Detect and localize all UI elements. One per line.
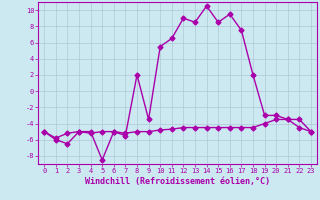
X-axis label: Windchill (Refroidissement éolien,°C): Windchill (Refroidissement éolien,°C)	[85, 177, 270, 186]
